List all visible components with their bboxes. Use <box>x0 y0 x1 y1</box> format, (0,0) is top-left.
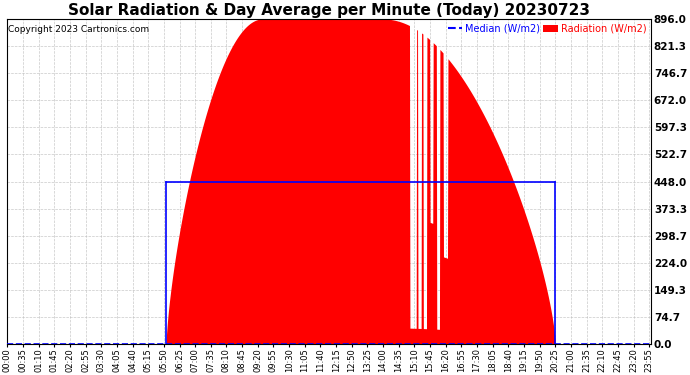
Title: Solar Radiation & Day Average per Minute (Today) 20230723: Solar Radiation & Day Average per Minute… <box>68 3 590 18</box>
Legend: Median (W/m2), Radiation (W/m2): Median (W/m2), Radiation (W/m2) <box>448 24 647 34</box>
Text: Copyright 2023 Cartronics.com: Copyright 2023 Cartronics.com <box>8 26 149 34</box>
